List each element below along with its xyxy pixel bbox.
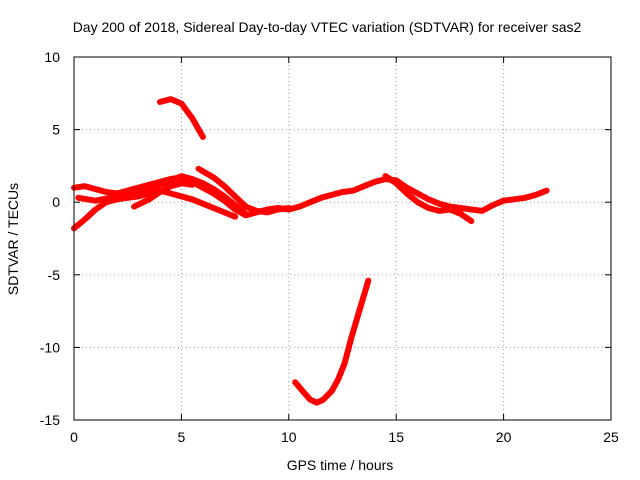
series-line-sat-a — [71, 174, 550, 219]
y-tick-label: -5 — [48, 267, 61, 283]
series-line-sat-d — [131, 180, 196, 210]
x-tick-label: 10 — [281, 429, 297, 445]
y-axis-label: SDTVAR / TECUs — [5, 183, 21, 295]
plot-frame — [73, 56, 612, 421]
x-tick-label: 5 — [178, 429, 186, 445]
series-line-sat-b — [75, 173, 249, 217]
grid — [74, 57, 611, 420]
y-tick-label: 0 — [52, 194, 60, 210]
x-tick-label: 25 — [603, 429, 619, 445]
series-line-sat-f — [382, 173, 475, 225]
series-line-sat-h — [292, 277, 372, 406]
y-tick-label: -15 — [40, 412, 60, 428]
x-axis-label: GPS time / hours — [287, 457, 394, 473]
x-tick-label: 0 — [70, 429, 78, 445]
x-tick-label: 15 — [388, 429, 404, 445]
x-tick-label: 20 — [496, 429, 512, 445]
y-tick-label: -10 — [40, 339, 60, 355]
series-line-sat-e — [195, 165, 292, 216]
series-group — [71, 96, 550, 406]
chart-title: Day 200 of 2018, Sidereal Day-to-day VTE… — [73, 19, 582, 35]
y-tick-label: 5 — [52, 122, 60, 138]
y-tick-label: 10 — [44, 49, 60, 65]
axis-ticks: 0 5 10 15 20 25 -15 -10 -5 0 5 10 — [40, 49, 619, 445]
series-line-sat-g — [156, 96, 206, 140]
